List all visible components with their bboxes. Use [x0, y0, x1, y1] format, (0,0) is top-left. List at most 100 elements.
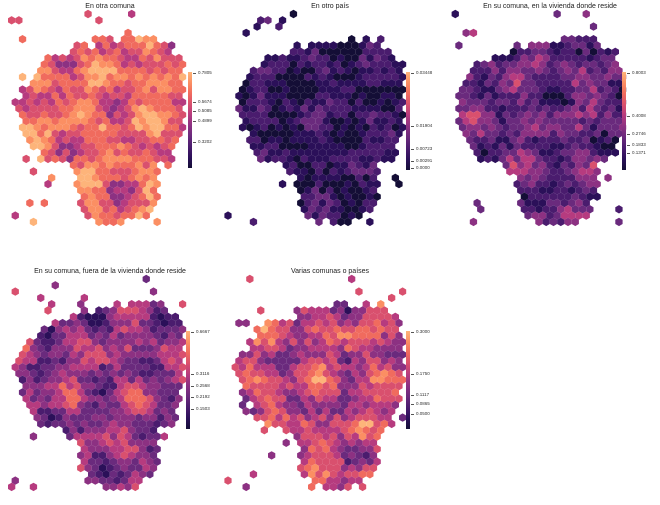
hexbin-map [8, 274, 187, 492]
hex-cell [513, 167, 521, 176]
hex-cell [564, 192, 572, 201]
hex-cell [524, 161, 532, 170]
hex-cell [380, 369, 388, 378]
hex-cell [531, 72, 539, 82]
hex-cell [149, 161, 158, 170]
hex-cell [395, 331, 403, 340]
hex-cell [120, 337, 128, 347]
hex-cell [33, 72, 41, 82]
hex-cell [253, 388, 261, 397]
hex-cell [546, 98, 554, 107]
hex-cell [268, 375, 276, 384]
hex-cell [282, 123, 290, 132]
hex-cell [77, 148, 85, 157]
hex-cell [293, 154, 301, 164]
legend-tick: 0.4899 [193, 118, 212, 123]
hex-cell [586, 104, 594, 113]
hex-cell [340, 325, 348, 334]
hex-cell [337, 457, 345, 466]
hex-cell [102, 41, 110, 50]
hex-cell [175, 129, 183, 138]
hex-cell [91, 476, 99, 485]
hex-cell [257, 129, 265, 138]
hex-cell [117, 154, 125, 164]
hex-cell [268, 363, 276, 372]
hex-cell [358, 470, 367, 479]
hex-cell [135, 463, 143, 473]
hex-cell [48, 363, 56, 372]
hex-cell [297, 135, 305, 145]
hex-cell [348, 35, 356, 44]
hex-cell [311, 110, 319, 119]
hex-cell [355, 350, 363, 359]
hex-cell [171, 72, 179, 82]
hex-cell [326, 413, 334, 422]
hex-cell [113, 148, 121, 157]
hex-cell [257, 142, 265, 151]
hex-cell [278, 369, 287, 378]
hex-cell [113, 400, 121, 410]
hex-cell [235, 104, 243, 113]
hex-cell [84, 9, 92, 19]
hex-cell [138, 53, 147, 63]
hex-cell [124, 179, 132, 189]
hex-cell [535, 167, 543, 176]
hex-cell [553, 72, 561, 82]
hex-cell [337, 432, 345, 441]
hex-cell [373, 344, 381, 353]
hex-cell [329, 318, 338, 328]
hex-cell [366, 407, 374, 416]
hex-cell [340, 173, 348, 182]
hex-cell [300, 470, 308, 479]
hex-cell [560, 173, 568, 182]
hex-cell [84, 60, 92, 69]
hex-cell [488, 85, 496, 94]
hex-cell [531, 60, 539, 69]
hex-cell [73, 91, 81, 101]
hex-cell [553, 161, 561, 170]
hex-cell [373, 318, 381, 328]
hex-cell [168, 129, 176, 138]
hex-cell [311, 451, 319, 460]
hex-cell [304, 60, 312, 69]
hex-cell [362, 123, 370, 132]
hex-cell [33, 413, 41, 422]
hex-cell [498, 142, 507, 151]
hex-cell [575, 47, 583, 56]
hex-cell [326, 325, 334, 334]
hex-cell [542, 41, 550, 50]
hex-cell [264, 91, 272, 101]
hex-cell [520, 53, 528, 63]
hex-cell [391, 135, 399, 145]
hex-cell [491, 53, 499, 63]
hex-cell [399, 413, 407, 422]
hex-cell [146, 192, 154, 201]
hex-cell [88, 344, 96, 353]
hex-cell [157, 47, 165, 56]
hex-cell [249, 91, 258, 101]
hex-cell [109, 331, 118, 340]
hex-cell [275, 388, 283, 397]
hex-cell [48, 85, 56, 94]
hex-cell [138, 116, 147, 126]
hex-cell [142, 148, 150, 157]
hex-cell [275, 325, 283, 334]
hex-cell [128, 85, 136, 94]
hex-cell [98, 198, 107, 208]
hex-cell [135, 325, 143, 334]
hex-cell [366, 457, 374, 466]
hex-cell [300, 306, 308, 315]
hex-cell [308, 154, 316, 164]
hex-cell [69, 110, 78, 119]
hex-cell [51, 66, 59, 75]
hex-cell [257, 116, 265, 126]
hex-cell [611, 148, 619, 157]
hex-cell [293, 167, 301, 176]
hex-cell [344, 457, 352, 466]
hex-cell [586, 167, 594, 176]
hex-cell [575, 85, 583, 94]
hex-cell [40, 123, 48, 132]
hex-cell [509, 110, 518, 119]
hex-cell [351, 142, 359, 151]
hex-cell [326, 85, 334, 94]
